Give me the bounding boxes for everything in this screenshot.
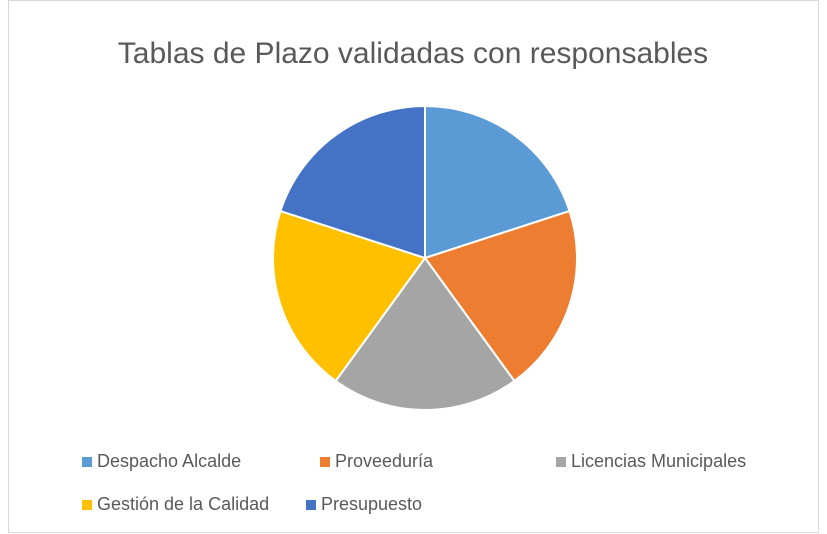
pie-slice	[424, 104, 571, 260]
legend-label: Gestión de la Calidad	[97, 494, 269, 514]
legend-swatch	[556, 457, 566, 467]
legend-label: Despacho Alcalde	[97, 451, 241, 471]
legend-label: Proveeduría	[335, 451, 434, 471]
pie-slice	[279, 104, 426, 260]
legend-swatch	[306, 500, 316, 510]
legend-label: Presupuesto	[321, 494, 422, 514]
legend-swatch	[82, 457, 92, 467]
legend-swatch	[82, 500, 92, 510]
pie-slice	[423, 209, 578, 383]
chart-title: Tablas de Plazo validadas con responsabl…	[118, 37, 708, 70]
legend-swatch	[320, 457, 330, 467]
pie-slice	[272, 209, 427, 383]
pie-slice	[334, 256, 516, 411]
legend-label: Licencias Municipales	[571, 451, 746, 471]
